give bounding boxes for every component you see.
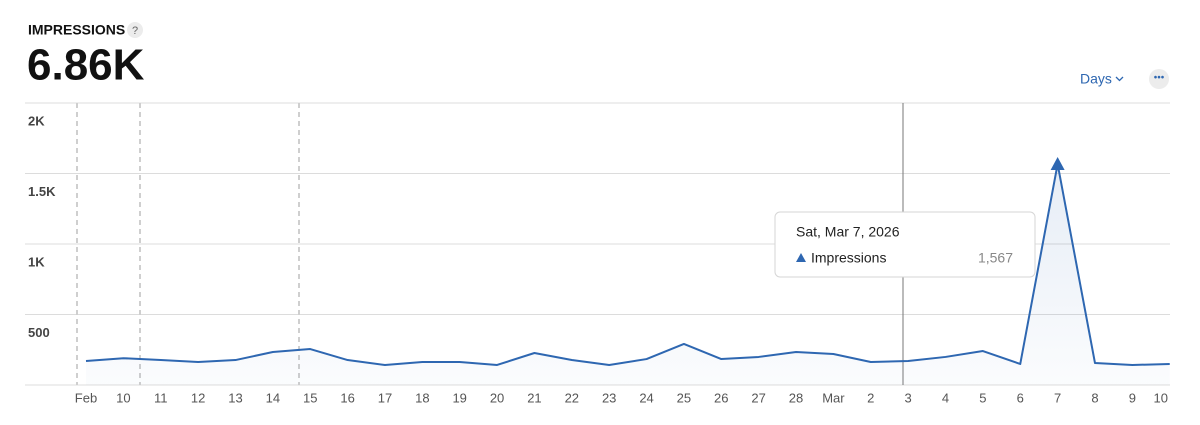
x-tick-label: 28 [789, 390, 803, 405]
x-tick-label: 10 [116, 390, 130, 405]
x-tick-label: 2 [867, 390, 874, 405]
x-tick-label: 21 [527, 390, 541, 405]
x-tick-label: 14 [266, 390, 280, 405]
x-tick-label: 24 [639, 390, 653, 405]
x-tick-label: 8 [1091, 390, 1098, 405]
y-tick-label: 1.5K [28, 184, 56, 199]
x-tick-label: 11 [154, 390, 168, 405]
x-tick-label: Mar [822, 390, 845, 405]
line [85, 163, 1170, 366]
x-tick-label: 16 [340, 390, 354, 405]
x-tick-label: Feb [75, 390, 97, 405]
period-selector[interactable]: Days [1080, 71, 1112, 87]
metric-title: IMPRESSIONS [28, 22, 125, 38]
x-tick-label: 27 [751, 390, 765, 405]
x-tick-label: 19 [452, 390, 466, 405]
tooltip-series: Impressions [811, 250, 886, 266]
x-tick-label: 20 [490, 390, 504, 405]
highlight-marker [1050, 157, 1065, 171]
y-tick-label: 2K [28, 113, 45, 128]
more-icon[interactable]: ••• [1154, 73, 1165, 84]
tooltip: Sat, Mar 7, 2026 Impressions 1,567 [774, 211, 1036, 278]
y-tick-label: 500 [28, 325, 50, 340]
x-tick-label: 26 [714, 390, 728, 405]
x-tick-label: 6 [1017, 390, 1024, 405]
more-button[interactable] [1149, 69, 1169, 89]
x-tick-label: 25 [677, 390, 691, 405]
x-tick-label: 12 [191, 390, 205, 405]
y-tick-label: 1K [28, 254, 45, 269]
x-tick-label: 4 [942, 390, 949, 405]
x-tick-label: 13 [228, 390, 242, 405]
x-tick-label: 5 [979, 390, 986, 405]
help-icon[interactable]: ? [132, 25, 138, 37]
help-button[interactable] [127, 22, 143, 38]
tooltip-value: 1,567 [978, 250, 1013, 266]
tooltip-date: Sat, Mar 7, 2026 [796, 224, 900, 240]
tooltip-box [774, 211, 1036, 278]
x-tick-label: 10 [1154, 390, 1168, 405]
x-tick-label: 9 [1129, 390, 1136, 405]
metric-total: 6.86K [27, 41, 145, 90]
x-tick-label: 22 [565, 390, 579, 405]
x-tick-label: 15 [303, 390, 317, 405]
tooltip-legend-marker [796, 253, 806, 262]
x-tick-label: 17 [378, 390, 392, 405]
x-tick-label: 3 [905, 390, 912, 405]
chevron[interactable] [1115, 76, 1124, 82]
x-tick-label: 18 [415, 390, 429, 405]
x-tick-label: 7 [1054, 390, 1061, 405]
x-tick-label: 23 [602, 390, 616, 405]
